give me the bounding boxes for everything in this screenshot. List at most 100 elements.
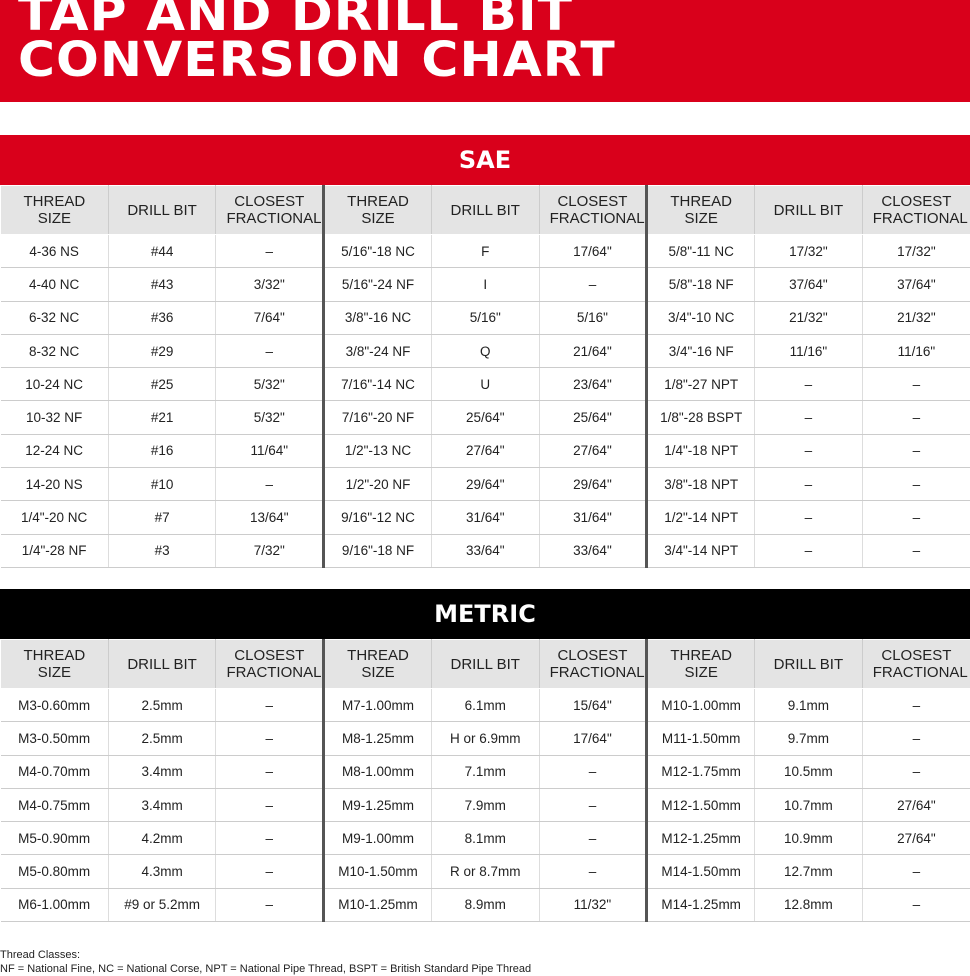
table-cell: #36 bbox=[108, 301, 216, 334]
table-cell: – bbox=[539, 755, 647, 788]
table-cell: 5/16"-24 NF bbox=[324, 268, 432, 301]
table-cell: – bbox=[755, 401, 863, 434]
column-header: CLOSEST FRACTIONAL bbox=[862, 640, 970, 689]
table-cell: – bbox=[862, 501, 970, 534]
table-cell: M4-0.75mm bbox=[1, 788, 109, 821]
table-cell: 10-24 NC bbox=[1, 368, 109, 401]
table-cell: – bbox=[862, 434, 970, 467]
table-cell: 4.3mm bbox=[108, 855, 216, 888]
table-cell: I bbox=[431, 268, 539, 301]
table-cell: 3/4"-14 NPT bbox=[647, 534, 755, 567]
table-cell: M11-1.50mm bbox=[647, 722, 755, 755]
table-cell: M10-1.25mm bbox=[324, 888, 432, 921]
table-cell: U bbox=[431, 368, 539, 401]
table-cell: 7/16"-14 NC bbox=[324, 368, 432, 401]
table-cell: 27/64" bbox=[862, 822, 970, 855]
table-cell: #29 bbox=[108, 334, 216, 367]
table-cell: 10.7mm bbox=[755, 788, 863, 821]
table-cell: 5/32" bbox=[216, 368, 324, 401]
table-cell: 3/32" bbox=[216, 268, 324, 301]
table-cell: 33/64" bbox=[431, 534, 539, 567]
table-cell: 29/64" bbox=[539, 468, 647, 501]
table-cell: – bbox=[539, 855, 647, 888]
table-cell: – bbox=[216, 888, 324, 921]
table-cell: M14-1.50mm bbox=[647, 855, 755, 888]
table-cell: 1/4"-18 NPT bbox=[647, 434, 755, 467]
table-cell: 25/64" bbox=[539, 401, 647, 434]
title-line-1: TAP AND DRILL BIT bbox=[18, 0, 573, 36]
table-cell: H or 6.9mm bbox=[431, 722, 539, 755]
table-cell: – bbox=[862, 722, 970, 755]
table-cell: 21/32" bbox=[862, 301, 970, 334]
table-cell: – bbox=[216, 689, 324, 722]
table-cell: 5/16" bbox=[539, 301, 647, 334]
table-cell: 5/32" bbox=[216, 401, 324, 434]
table-cell: – bbox=[862, 689, 970, 722]
table-cell: 11/16" bbox=[862, 334, 970, 367]
table-cell: 5/16"-18 NC bbox=[324, 235, 432, 268]
table-cell: M7-1.00mm bbox=[324, 689, 432, 722]
table-cell: 1/2"-13 NC bbox=[324, 434, 432, 467]
table-cell: – bbox=[216, 468, 324, 501]
table-cell: 15/64" bbox=[539, 689, 647, 722]
table-cell: 10.5mm bbox=[755, 755, 863, 788]
table-cell: 5/8"-11 NC bbox=[647, 235, 755, 268]
table-cell: M10-1.00mm bbox=[647, 689, 755, 722]
table-cell: F bbox=[431, 235, 539, 268]
column-header: THREAD SIZE bbox=[324, 640, 432, 689]
table-cell: 2.5mm bbox=[108, 722, 216, 755]
table-cell: 3/8"-24 NF bbox=[324, 334, 432, 367]
table-cell: 31/64" bbox=[539, 501, 647, 534]
table-cell: #44 bbox=[108, 235, 216, 268]
table-cell: 31/64" bbox=[431, 501, 539, 534]
table-cell: 17/32" bbox=[755, 235, 863, 268]
footnote-text: NF = National Fine, NC = National Corse,… bbox=[0, 962, 531, 976]
table-cell: 11/16" bbox=[755, 334, 863, 367]
table-cell: #9 or 5.2mm bbox=[108, 888, 216, 921]
table-cell: – bbox=[862, 755, 970, 788]
table-cell: 21/32" bbox=[755, 301, 863, 334]
column-header: CLOSEST FRACTIONAL bbox=[539, 640, 647, 689]
table-cell: – bbox=[755, 534, 863, 567]
column-header: DRILL BIT bbox=[108, 186, 216, 235]
table-cell: – bbox=[862, 468, 970, 501]
table-cell: 12.8mm bbox=[755, 888, 863, 921]
table-cell: – bbox=[216, 822, 324, 855]
table-cell: 9.1mm bbox=[755, 689, 863, 722]
table-cell: M12-1.50mm bbox=[647, 788, 755, 821]
footnote-heading: Thread Classes: bbox=[0, 948, 531, 962]
table-cell: 8-32 NC bbox=[1, 334, 109, 367]
table-cell: 1/2"-14 NPT bbox=[647, 501, 755, 534]
table-cell: 5/8"-18 NF bbox=[647, 268, 755, 301]
table-cell: 5/16" bbox=[431, 301, 539, 334]
table-cell: – bbox=[862, 401, 970, 434]
table-cell: 1/8"-28 BSPT bbox=[647, 401, 755, 434]
table-cell: 3.4mm bbox=[108, 755, 216, 788]
table-cell: 1/4"-20 NC bbox=[1, 501, 109, 534]
footnote: Thread Classes: NF = National Fine, NC =… bbox=[0, 948, 531, 976]
table-cell: – bbox=[862, 534, 970, 567]
column-header: DRILL BIT bbox=[755, 186, 863, 235]
table-cell: 12.7mm bbox=[755, 855, 863, 888]
table-cell: – bbox=[539, 268, 647, 301]
column-header: CLOSEST FRACTIONAL bbox=[216, 186, 324, 235]
table-cell: 4.2mm bbox=[108, 822, 216, 855]
table-cell: 27/64" bbox=[431, 434, 539, 467]
table-cell: – bbox=[862, 855, 970, 888]
table-cell: 14-20 NS bbox=[1, 468, 109, 501]
table-cell: – bbox=[755, 434, 863, 467]
table-cell: 37/64" bbox=[755, 268, 863, 301]
table-cell: M3-0.60mm bbox=[1, 689, 109, 722]
table-cell: M14-1.25mm bbox=[647, 888, 755, 921]
